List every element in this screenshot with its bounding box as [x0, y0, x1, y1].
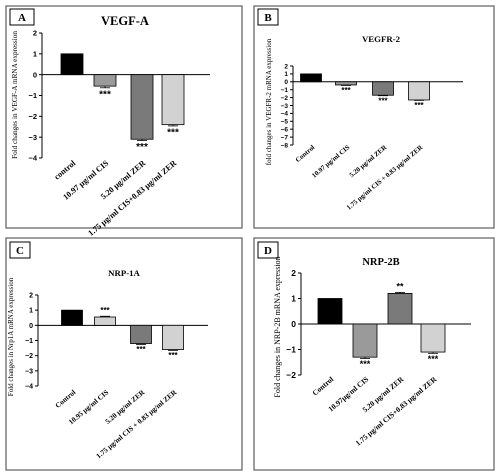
- y-tick-label: 0: [33, 70, 37, 79]
- y-tick-label: −1: [281, 87, 289, 94]
- bar-1: [60, 53, 84, 76]
- y-tick-label: −3: [25, 368, 33, 375]
- panel-letter-box: [257, 8, 279, 26]
- y-tick-label: 0: [284, 79, 288, 86]
- y-tick-label: −3: [28, 133, 37, 142]
- bar-3: [387, 292, 413, 325]
- significance-mark: ***: [378, 96, 388, 105]
- significance-mark: ***: [136, 142, 148, 153]
- bar-1: [317, 298, 343, 325]
- bar-1: [300, 73, 322, 83]
- y-tick-label: −3: [281, 103, 289, 110]
- significance-mark: ***: [360, 359, 371, 369]
- y-tick-label: −4: [281, 111, 289, 118]
- y-axis-label: Fold changes in VEGF-A mRNA expression: [11, 31, 19, 159]
- y-tick-label: 2: [29, 292, 33, 299]
- y-tick-label: −4: [28, 154, 37, 163]
- chart-panel-a: A VEGF-A 2 1 0 −1 −2 −3 −4 Fold changes in VEGF-A…: [5, 5, 243, 238]
- significance-mark: ***: [167, 127, 179, 138]
- y-tick-label: 1: [284, 71, 288, 78]
- significance-mark: ***: [99, 89, 111, 100]
- chart-panel-c: C NRP-1A 2 1 0 −1 −2 −3 −4 Fold changes in Nrp1A …: [5, 237, 243, 471]
- y-tick-label: 0: [291, 319, 296, 329]
- panel-letter-box: [257, 241, 279, 259]
- y-tick-label: −7: [281, 134, 289, 141]
- panel-letter: C: [16, 245, 24, 257]
- chart-panel-b: B VEGFR-2 210−1−2−3−4−5−6−7−8 fold changes …: [253, 5, 495, 229]
- y-tick-label: −5: [281, 119, 289, 126]
- chart-title: VEGF-A: [101, 14, 149, 28]
- bar-4: [420, 323, 446, 353]
- y-tick-label: 1: [33, 49, 37, 58]
- panel-frame: [5, 237, 243, 471]
- bar-2: [93, 74, 117, 87]
- y-tick-label: −8: [281, 142, 289, 149]
- bar-2: [335, 81, 357, 86]
- panel-letter-box: [9, 8, 35, 26]
- chart-title: NRP-2B: [362, 257, 399, 268]
- y-tick-label: 1: [291, 293, 296, 303]
- panel-letter: B: [264, 12, 272, 24]
- bar-4: [162, 324, 184, 351]
- panel-frame: [253, 5, 495, 229]
- panel-letter: A: [18, 12, 26, 24]
- significance-mark: ***: [168, 351, 178, 360]
- chart-title: NRP-1A: [108, 268, 140, 278]
- y-tick-label: −2: [281, 95, 289, 102]
- bar-4: [408, 81, 430, 101]
- bar-2: [352, 323, 378, 358]
- y-tick-label: 1: [29, 308, 33, 315]
- bar-2: [94, 316, 116, 326]
- significance-mark: **: [396, 281, 404, 291]
- y-tick-label: 0: [29, 323, 33, 330]
- chart-title: VEGFR-2: [362, 34, 401, 44]
- panel-frame: [5, 5, 243, 229]
- y-axis-label: Fold changes in Nrp1A mRNA expression: [7, 277, 15, 396]
- significance-mark: ***: [428, 354, 439, 364]
- chart-panel-d: D NRP-2B 2 1 0 −1 −2 Fold changes in NRP-2B mRN…: [253, 237, 495, 471]
- y-tick-label: 2: [284, 63, 288, 70]
- panel-letter-box: [9, 241, 31, 259]
- panel-letter: D: [264, 245, 272, 257]
- significance-mark: ***: [136, 345, 146, 354]
- bar-3: [372, 81, 394, 96]
- significance-mark: ***: [100, 306, 110, 315]
- significance-mark: ***: [414, 101, 424, 110]
- y-axis-label: fold changes in VEGFR-2 mRNA expression: [265, 38, 273, 165]
- y-tick-label: −2: [25, 353, 33, 360]
- bar-3: [130, 74, 154, 140]
- y-tick-label: −2: [28, 112, 37, 121]
- y-tick-label: −1: [28, 91, 37, 100]
- y-tick-label: 2: [291, 268, 296, 278]
- y-tick-label: −4: [25, 383, 33, 390]
- y-tick-label: −2: [286, 370, 296, 380]
- y-tick-label: −1: [25, 338, 33, 345]
- y-tick-label: 2: [33, 29, 37, 38]
- y-tick-label: −1: [286, 344, 296, 354]
- bar-3: [130, 324, 152, 344]
- y-tick-label: −6: [281, 126, 289, 133]
- significance-mark: ***: [341, 86, 351, 95]
- y-axis-label: Fold changes in NRP-2B mRNA expression: [273, 256, 282, 397]
- bar-1: [61, 309, 83, 326]
- bar-4: [161, 74, 185, 126]
